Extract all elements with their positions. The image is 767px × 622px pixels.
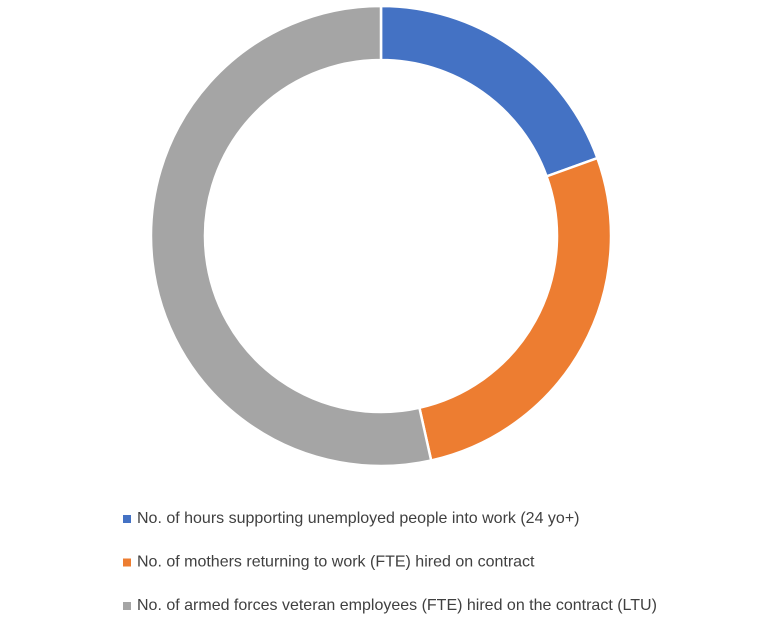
- donut-segment: [417, 156, 613, 462]
- legend-label: No. of mothers returning to work (FTE) h…: [137, 554, 535, 571]
- donut-segment: [149, 4, 433, 468]
- legend-marker: [123, 515, 131, 523]
- donut-segment: [379, 4, 600, 178]
- legend-label: No. of hours supporting unemployed peopl…: [137, 510, 579, 527]
- legend-marker: [123, 558, 131, 567]
- legend-label: No. of armed forces veteran employees (F…: [137, 597, 657, 614]
- legend-marker: [123, 602, 131, 610]
